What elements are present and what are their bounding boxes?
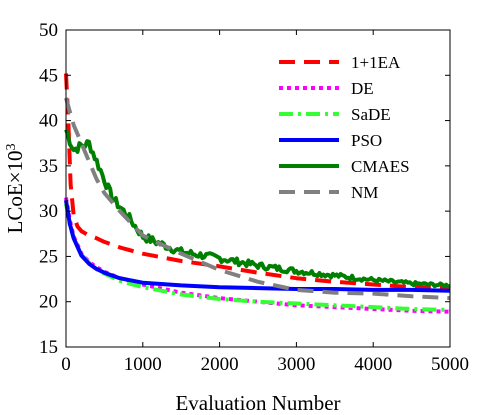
plot-area-frame xyxy=(65,29,451,348)
legend-label: NM xyxy=(351,183,378,202)
y-tick-label: 40 xyxy=(39,111,58,132)
y-axis-label-base: LCoE×10 xyxy=(3,150,27,233)
x-tick-label: 1000 xyxy=(124,354,162,375)
legend: 1+1EA DE SaDE PSO CMAES NM xyxy=(279,53,410,202)
y-tick-label: 15 xyxy=(39,337,58,358)
series-line-1-1ea xyxy=(64,73,451,291)
y-tick-label: 30 xyxy=(39,201,58,222)
legend-label: PSO xyxy=(351,131,382,150)
y-tick-label: 50 xyxy=(39,20,58,41)
legend-label: 1+1EA xyxy=(351,53,401,72)
legend-label: CMAES xyxy=(351,157,410,176)
x-axis-label: Evaluation Number xyxy=(175,391,340,415)
y-axis-label: LCoE×103 xyxy=(3,143,27,233)
y-tick-label: 25 xyxy=(39,246,58,267)
x-tick-label: 0 xyxy=(61,354,71,375)
legend-label: DE xyxy=(351,79,374,98)
series-line-sade xyxy=(64,203,451,312)
y-axis-label-exponent: 3 xyxy=(4,143,19,150)
x-tick-label: 5000 xyxy=(431,354,469,375)
x-tick-label: 2000 xyxy=(201,354,239,375)
y-tick-label: 45 xyxy=(39,65,58,86)
y-tick-label: 20 xyxy=(39,292,58,313)
series-line-nm xyxy=(64,97,451,301)
series-line-cmaes xyxy=(64,128,451,289)
x-tick-label: 4000 xyxy=(354,354,392,375)
series-line-pso xyxy=(64,199,451,293)
plot-series-group xyxy=(64,73,451,314)
x-axis: 0 1000 2000 3000 4000 5000 xyxy=(61,30,469,375)
y-tick-label: 35 xyxy=(39,156,58,177)
x-tick-label: 3000 xyxy=(277,354,315,375)
y-axis: 15 20 25 30 35 40 45 50 xyxy=(39,20,450,358)
legend-label: SaDE xyxy=(351,105,391,124)
